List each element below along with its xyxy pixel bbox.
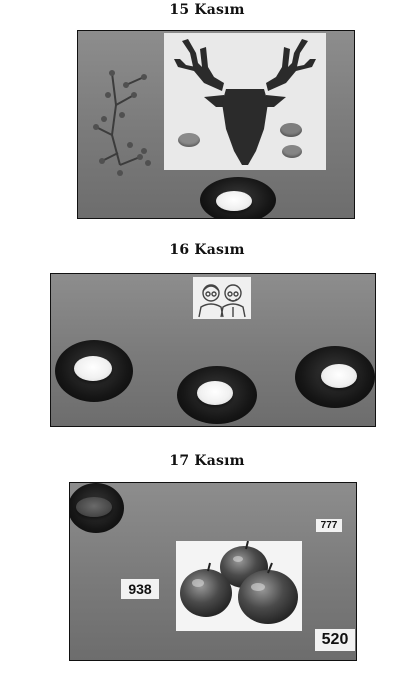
section-2-title: 16 Kasım <box>169 242 245 258</box>
disc-left <box>280 123 302 137</box>
disc-orange <box>178 133 200 147</box>
deer-head-icon <box>174 39 316 165</box>
photo-grandparents-activity <box>50 273 376 427</box>
deer-paper <box>164 33 326 170</box>
disc-right <box>282 145 302 158</box>
photo-apples-activity: 938 777 520 <box>69 482 357 661</box>
berry-branch-icon <box>93 70 151 176</box>
number-card-777: 777 <box>316 519 342 532</box>
section-1-title: 15 Kasım <box>169 2 245 18</box>
grandparents-icon <box>198 284 246 318</box>
tealight-candle-corner <box>76 497 112 517</box>
tealight-candle-3 <box>321 364 357 388</box>
grandparents-card <box>193 277 251 319</box>
tealight-candle-2 <box>197 381 233 405</box>
tealight-candle <box>216 191 252 211</box>
photo-deer-activity <box>77 30 355 219</box>
apples-paper <box>176 540 302 631</box>
number-card-938: 938 <box>121 579 159 599</box>
number-card-520: 520 <box>315 629 355 651</box>
section-3-title: 17 Kasım <box>169 453 245 469</box>
apples-icon <box>180 540 298 624</box>
tealight-candle-1 <box>74 356 112 381</box>
